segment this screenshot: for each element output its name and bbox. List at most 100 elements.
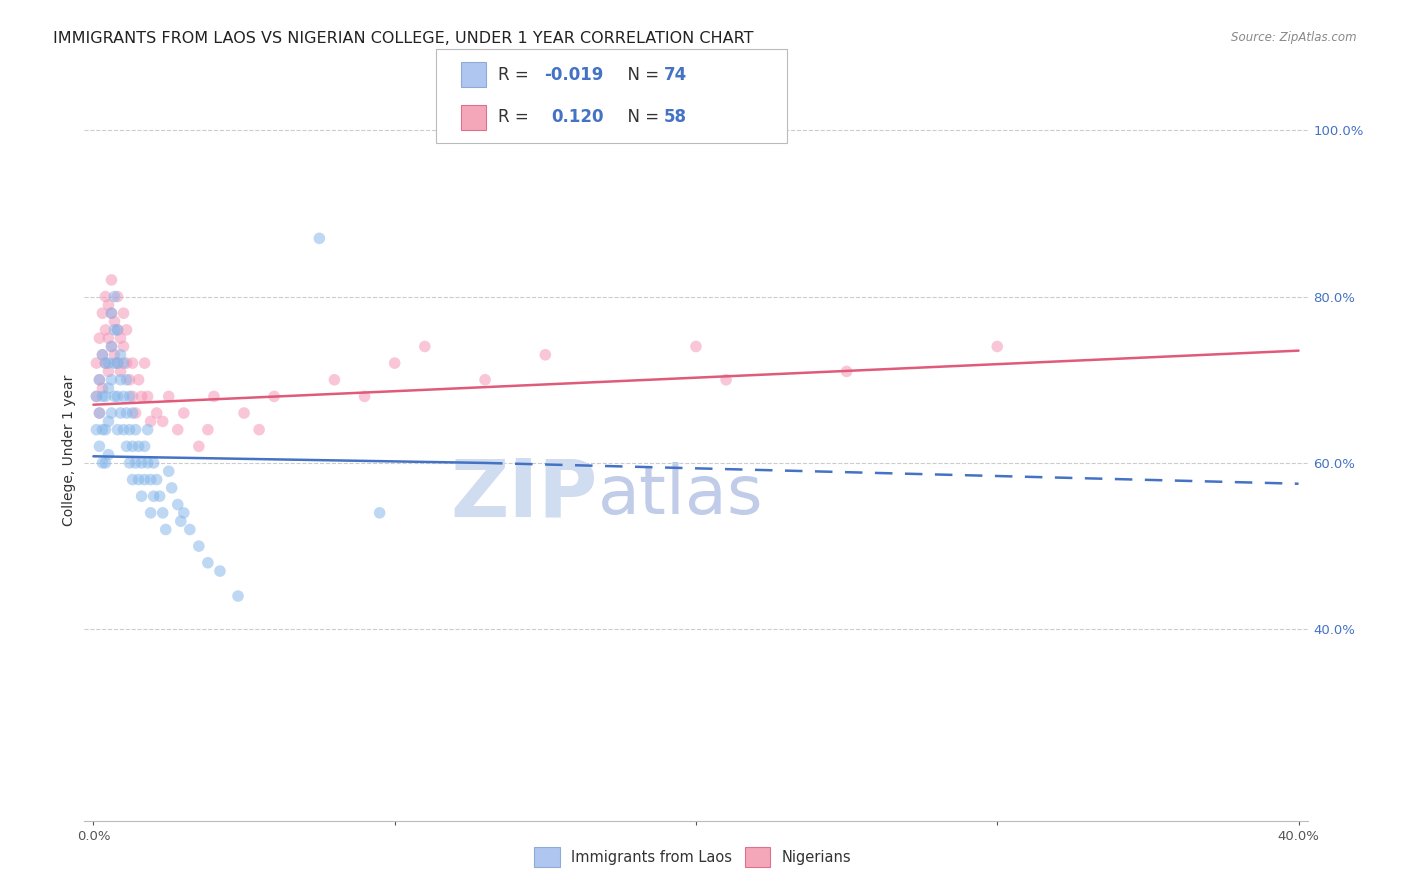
Text: ZIP: ZIP <box>451 456 598 534</box>
Point <box>100 373 122 387</box>
Point <box>139 414 162 428</box>
Point <box>103 289 125 303</box>
Point <box>121 356 143 370</box>
Point <box>142 489 165 503</box>
Point <box>202 389 225 403</box>
Point <box>131 489 153 503</box>
Point <box>118 423 141 437</box>
Point <box>173 506 195 520</box>
Point <box>187 439 209 453</box>
Point <box>89 406 111 420</box>
Text: Immigrants from Laos: Immigrants from Laos <box>571 850 733 864</box>
Text: Source: ZipAtlas.com: Source: ZipAtlas.com <box>1232 31 1357 45</box>
Point <box>131 389 153 403</box>
Point <box>107 356 129 370</box>
Point <box>308 231 330 245</box>
Point <box>160 481 183 495</box>
Text: Nigerians: Nigerians <box>782 850 852 864</box>
Point <box>89 373 111 387</box>
Point <box>97 381 120 395</box>
Point <box>107 323 129 337</box>
Point <box>112 389 135 403</box>
Point <box>208 564 231 578</box>
Y-axis label: College, Under 1 year: College, Under 1 year <box>62 375 76 526</box>
Point <box>134 473 156 487</box>
Text: 0.120: 0.120 <box>551 108 603 126</box>
Text: N =: N = <box>617 66 665 84</box>
Text: -0.019: -0.019 <box>544 66 603 84</box>
Point <box>89 331 111 345</box>
Point <box>100 306 122 320</box>
Text: 74: 74 <box>664 66 688 84</box>
Point <box>187 539 209 553</box>
Point <box>166 498 188 512</box>
Point <box>413 339 436 353</box>
Text: IMMIGRANTS FROM LAOS VS NIGERIAN COLLEGE, UNDER 1 YEAR CORRELATION CHART: IMMIGRANTS FROM LAOS VS NIGERIAN COLLEGE… <box>53 31 754 46</box>
Point <box>136 423 159 437</box>
Point <box>986 339 1008 353</box>
Point <box>474 373 496 387</box>
Point <box>100 273 122 287</box>
Point <box>91 348 114 362</box>
Point <box>100 406 122 420</box>
Point <box>110 331 132 345</box>
Point <box>89 373 111 387</box>
Point <box>139 473 162 487</box>
Point <box>166 423 188 437</box>
Point <box>94 323 117 337</box>
Point <box>121 389 143 403</box>
Point <box>226 589 249 603</box>
Point <box>91 456 114 470</box>
Point <box>157 464 180 478</box>
Point <box>112 339 135 353</box>
Point <box>110 373 132 387</box>
Point <box>97 298 120 312</box>
Point <box>124 423 146 437</box>
Point <box>131 456 153 470</box>
Point <box>124 406 146 420</box>
Point <box>534 348 557 362</box>
Point <box>233 406 256 420</box>
Point <box>110 348 132 362</box>
Point <box>142 456 165 470</box>
Point <box>97 331 120 345</box>
Point <box>97 414 120 428</box>
Point <box>97 448 120 462</box>
Point <box>89 406 111 420</box>
Point <box>94 356 117 370</box>
Text: 58: 58 <box>664 108 686 126</box>
Point <box>110 406 132 420</box>
Point <box>91 348 114 362</box>
Point <box>368 506 391 520</box>
Point <box>103 314 125 328</box>
Point <box>136 389 159 403</box>
Text: R =: R = <box>498 108 534 126</box>
Point <box>263 389 285 403</box>
Point <box>134 439 156 453</box>
Point <box>323 373 346 387</box>
Point <box>179 523 201 537</box>
Point <box>94 423 117 437</box>
Point <box>145 473 167 487</box>
Point <box>124 456 146 470</box>
Point <box>110 364 132 378</box>
Point <box>112 306 135 320</box>
Point <box>145 406 167 420</box>
Point <box>121 439 143 453</box>
Point <box>86 356 108 370</box>
Point <box>107 423 129 437</box>
Point <box>94 356 117 370</box>
Point <box>170 514 193 528</box>
Point <box>157 389 180 403</box>
Point <box>103 389 125 403</box>
Point <box>91 306 114 320</box>
Point <box>89 439 111 453</box>
Point <box>94 389 117 403</box>
Point <box>91 389 114 403</box>
Text: N =: N = <box>617 108 665 126</box>
Point <box>121 406 143 420</box>
Point <box>115 439 138 453</box>
Point <box>100 339 122 353</box>
Point <box>121 473 143 487</box>
Point <box>97 356 120 370</box>
